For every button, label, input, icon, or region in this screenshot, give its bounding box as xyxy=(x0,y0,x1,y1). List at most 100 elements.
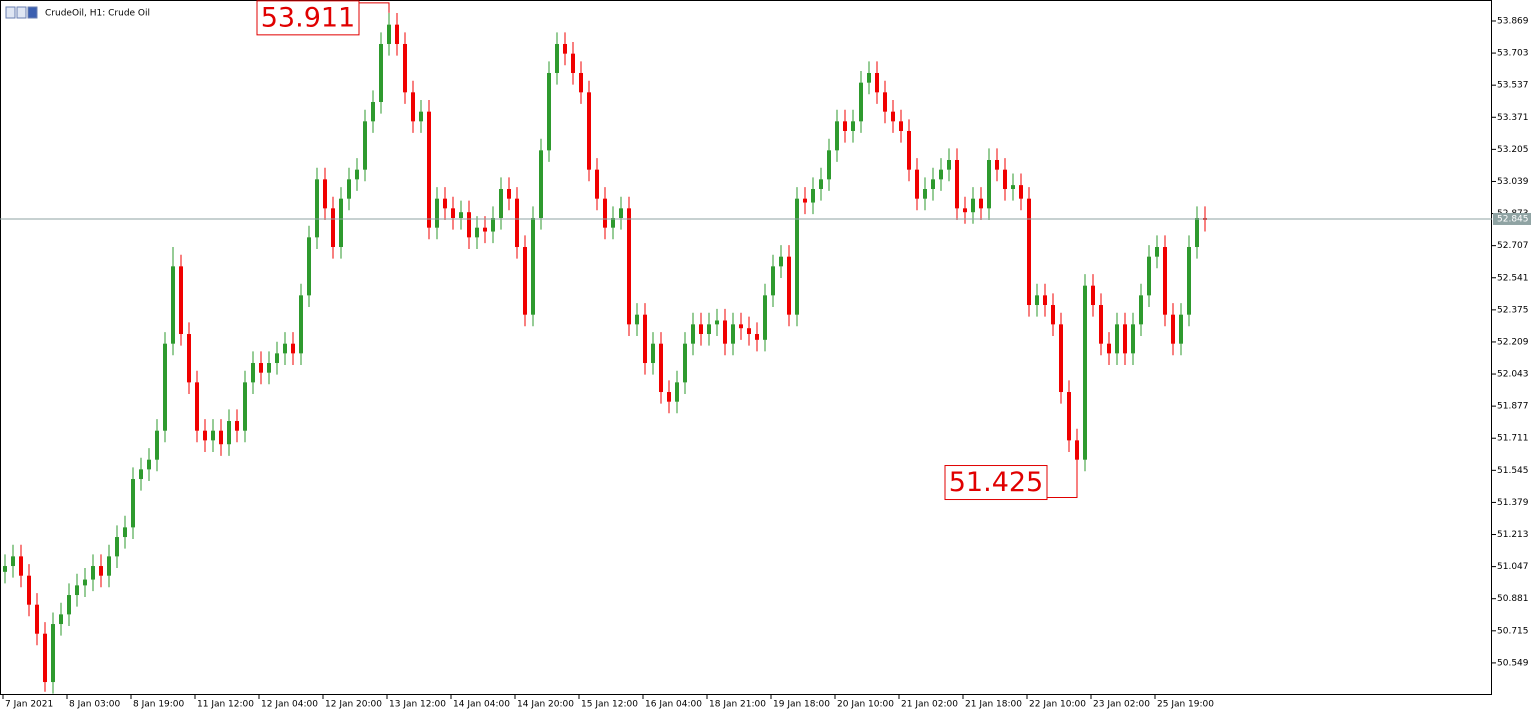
candle-body xyxy=(67,595,71,615)
x-tick-label: 8 Jan 19:00 xyxy=(133,700,185,709)
candle-body xyxy=(907,130,911,170)
y-tick-label: 51.545 xyxy=(1497,466,1529,476)
candle-body xyxy=(963,208,967,213)
y-tick-label: 50.881 xyxy=(1497,594,1529,604)
candle-body xyxy=(523,247,527,315)
annotation-leader xyxy=(359,2,390,13)
annotation-label: 51.425 xyxy=(949,467,1043,498)
candle-body xyxy=(787,256,791,315)
x-tick-label: 8 Jan 03:00 xyxy=(69,700,121,709)
candle-body xyxy=(1067,392,1071,441)
candle-body xyxy=(683,343,687,383)
candle-body xyxy=(1011,185,1015,190)
y-tick-label: 52.209 xyxy=(1497,337,1529,347)
x-tick-label: 21 Jan 02:00 xyxy=(901,700,958,709)
y-tick-label: 51.711 xyxy=(1497,434,1529,444)
candle-body xyxy=(699,324,703,335)
annotation-box xyxy=(256,0,360,36)
candle-body xyxy=(531,218,535,315)
plot-frame xyxy=(0,0,1492,695)
y-tick-label: 52.541 xyxy=(1497,273,1529,283)
y-tick-label: 51.877 xyxy=(1497,402,1529,412)
candle-body xyxy=(971,198,975,213)
x-tick-label: 22 Jan 10:00 xyxy=(1029,700,1086,709)
x-tick-label: 15 Jan 12:00 xyxy=(581,700,638,709)
candle-body xyxy=(235,421,239,431)
candle-body xyxy=(771,266,775,296)
y-tick-label: 53.703 xyxy=(1497,49,1529,59)
candle-body xyxy=(883,92,887,112)
candle-body xyxy=(595,169,599,199)
candle-body xyxy=(1115,324,1119,354)
candle-body xyxy=(915,169,919,199)
candle-body xyxy=(83,579,87,586)
candle-body xyxy=(571,53,575,73)
last-price-label: 52.845 xyxy=(1497,214,1529,224)
candle-body xyxy=(795,198,799,315)
candle-body xyxy=(1059,324,1063,393)
candle-body xyxy=(1155,247,1159,257)
candle-body xyxy=(843,121,847,131)
symbol-icon xyxy=(5,6,38,19)
candle-body xyxy=(363,121,367,170)
candle-body xyxy=(307,237,311,296)
candle-body xyxy=(747,328,751,335)
candle-body xyxy=(851,121,855,131)
candle-body xyxy=(1163,247,1167,315)
candle-body xyxy=(1107,343,1111,354)
candle-body xyxy=(27,575,31,605)
candle-body xyxy=(947,160,951,170)
candle-body xyxy=(627,208,631,325)
candle-body xyxy=(475,227,479,238)
candle-body xyxy=(1171,314,1175,344)
annotation-box xyxy=(944,465,1048,501)
candle-body xyxy=(955,160,959,209)
x-tick-label: 21 Jan 18:00 xyxy=(965,700,1022,709)
y-tick-label: 50.715 xyxy=(1497,626,1529,636)
candle-body xyxy=(899,121,903,131)
candle-body xyxy=(1027,198,1031,306)
candle-body xyxy=(283,343,287,354)
x-tick-label: 7 Jan 2021 xyxy=(5,700,53,709)
y-tick-label: 53.039 xyxy=(1497,177,1529,187)
x-tick-label: 25 Jan 19:00 xyxy=(1157,700,1214,709)
candle-body xyxy=(723,320,727,344)
y-tick-label: 53.537 xyxy=(1497,81,1529,91)
candle-body xyxy=(1019,185,1023,199)
candle-body xyxy=(315,179,319,238)
candle-body xyxy=(1187,247,1191,315)
candle-body xyxy=(779,256,783,267)
candle-body xyxy=(499,189,503,219)
candle-body xyxy=(931,179,935,190)
candle-body xyxy=(515,198,519,248)
y-tick-label: 53.869 xyxy=(1497,16,1529,26)
x-tick-label: 16 Jan 04:00 xyxy=(645,700,702,709)
candle-body xyxy=(1083,285,1087,460)
candle-body xyxy=(275,353,279,364)
candle-body xyxy=(739,324,743,329)
candle-body xyxy=(379,43,383,102)
candle-body xyxy=(995,160,999,170)
candle-body xyxy=(467,212,471,238)
y-tick-label: 51.047 xyxy=(1497,562,1529,572)
candle-body xyxy=(987,160,991,209)
candle-body xyxy=(115,537,119,557)
candle-body xyxy=(355,169,359,180)
candle-body xyxy=(211,430,215,441)
candle-body xyxy=(555,43,559,73)
candle-body xyxy=(867,72,871,83)
candle-body xyxy=(619,208,623,219)
candle-body xyxy=(75,585,79,596)
candle-body xyxy=(635,314,639,325)
candle-body xyxy=(443,198,447,209)
candle-body xyxy=(187,334,191,383)
x-tick-label: 14 Jan 20:00 xyxy=(517,700,574,709)
candle-body xyxy=(675,382,679,402)
x-tick-label: 19 Jan 18:00 xyxy=(773,700,830,709)
candle-body xyxy=(99,566,103,576)
candle-body xyxy=(483,227,487,232)
x-tick-label: 18 Jan 21:00 xyxy=(709,700,766,709)
candle-body xyxy=(139,469,143,480)
x-tick-label: 11 Jan 12:00 xyxy=(197,700,254,709)
candle-body xyxy=(395,24,399,44)
